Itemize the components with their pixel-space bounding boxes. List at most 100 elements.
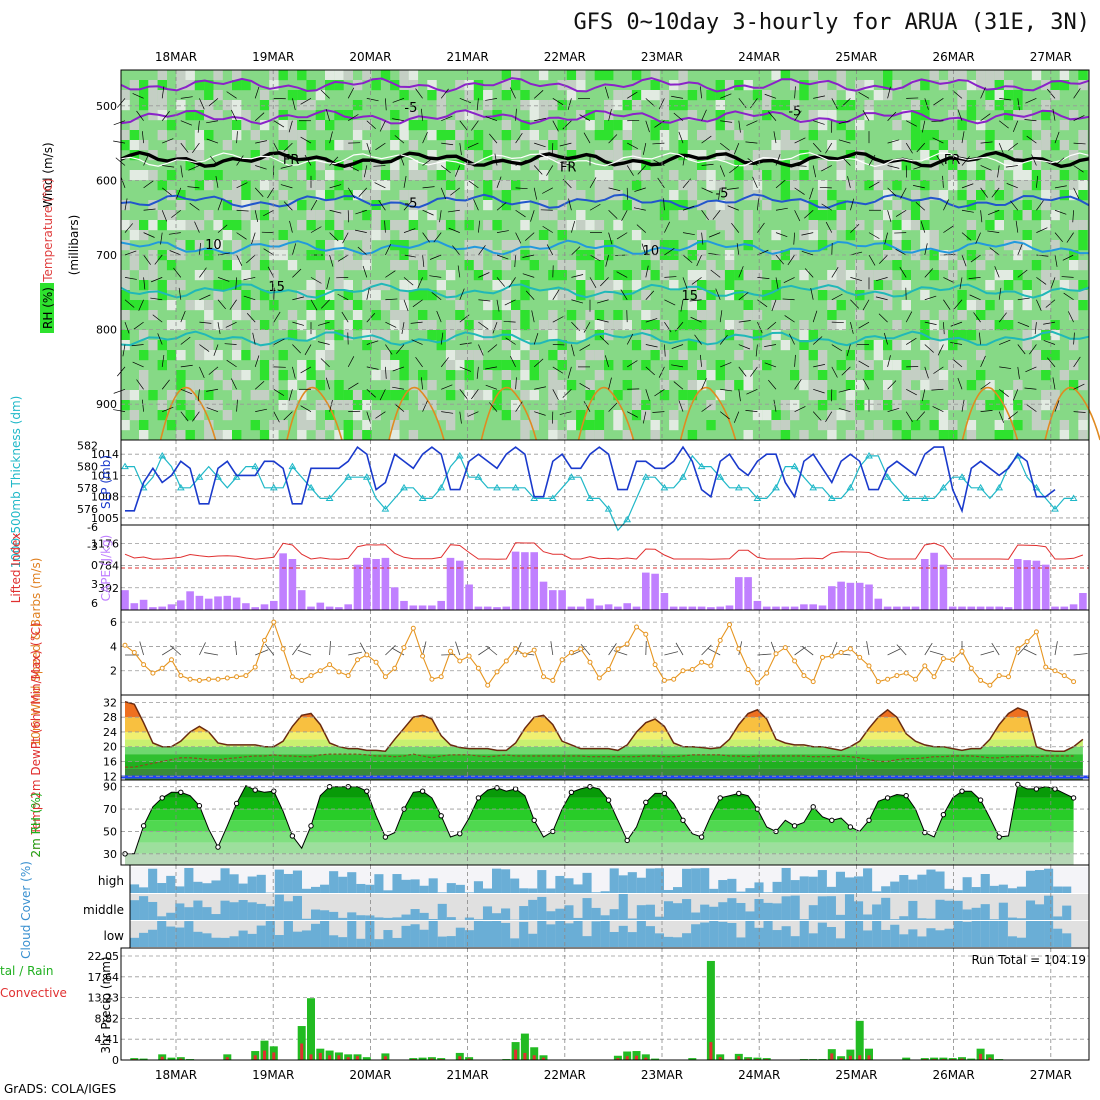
rh-cell: [325, 340, 335, 351]
wind-barb: [868, 232, 880, 239]
wind-barb: [467, 142, 479, 149]
wind-barb: [1072, 210, 1074, 223]
wind-barb: [206, 388, 219, 392]
rh-cell: [836, 170, 846, 181]
rh-cell: [631, 390, 642, 401]
rh-cell: [278, 370, 288, 381]
rh-cell: [222, 190, 233, 201]
cape-bar: [363, 557, 371, 610]
rh-cell: [845, 180, 856, 191]
wind-barb: [489, 133, 498, 144]
rh-cell: [827, 310, 837, 321]
rh-cell: [771, 260, 781, 271]
rh-cell: [576, 190, 586, 201]
cloud-cover-bar: [1035, 904, 1045, 920]
wind-speed-point: [717, 637, 723, 643]
cloud-cover-bar: [1025, 921, 1036, 947]
rh-cell: [752, 270, 763, 281]
rh-cell: [176, 400, 186, 411]
rh-point: [531, 817, 537, 823]
cape-bar: [149, 607, 157, 610]
cloud-cover-bar: [202, 907, 212, 920]
rh-cell: [427, 290, 437, 301]
wind-barb-10m: [292, 643, 301, 656]
rh-cell: [222, 230, 233, 241]
rh-cell: [269, 100, 279, 111]
rh-cell: [985, 90, 995, 101]
wind-speed-point: [457, 658, 463, 664]
cloud-cover-bar: [446, 917, 456, 920]
wind-barb: [441, 115, 453, 122]
rh-cell: [371, 290, 381, 301]
rh-cell: [529, 420, 539, 431]
rh-cell: [855, 380, 865, 391]
rh-cell: [194, 150, 205, 161]
wind-barb: [122, 344, 126, 357]
rh-cell: [1078, 410, 1088, 421]
wind-barb: [150, 277, 163, 283]
cloud-cover-bar: [609, 931, 619, 947]
rh-cell: [176, 320, 186, 331]
cloud-cover-bar: [971, 907, 981, 920]
rh-point: [1015, 781, 1021, 788]
rh-cell: [594, 350, 605, 361]
date-label-top: 18MAR: [155, 50, 197, 64]
rh-point: [866, 817, 872, 823]
rh-cell: [659, 320, 670, 331]
rh-cell: [585, 390, 595, 401]
rh-cell: [445, 140, 456, 151]
wind-barb: [912, 185, 925, 189]
wind-barb: [755, 344, 758, 357]
wind-speed-point: [206, 676, 212, 682]
wind-barb: [583, 321, 591, 333]
wind-barb: [392, 386, 405, 390]
cape-bar: [1060, 606, 1069, 610]
wind-speed-point: [913, 676, 918, 682]
date-label-bottom: 18MAR: [155, 1068, 197, 1082]
rh-cell: [259, 320, 270, 331]
wind-speed-point: [736, 646, 742, 652]
wind-barb: [773, 399, 777, 412]
wind-barb: [136, 110, 144, 121]
rh-cell: [845, 370, 856, 381]
wind-barb-10m: [1054, 641, 1058, 656]
cape-bar: [121, 590, 129, 610]
cloud-cover-bar: [374, 874, 384, 893]
rh-cell: [483, 90, 493, 101]
thickness-point: [716, 473, 725, 480]
wind-barb: [562, 389, 572, 398]
rh-cell: [892, 200, 902, 211]
wind-barb: [292, 98, 296, 111]
rh-cell: [576, 70, 586, 81]
cape-bar: [790, 606, 799, 610]
cloud-cover-bar: [482, 921, 493, 947]
wind-barb: [267, 187, 275, 199]
rh-cell: [241, 270, 251, 281]
cloud-cover-bar: [157, 883, 167, 893]
rh-cell: [706, 310, 716, 321]
wind-barb: [579, 382, 591, 390]
rh-cell: [278, 190, 288, 201]
rh-cell: [129, 130, 140, 141]
rh-cell: [659, 210, 670, 221]
wind-barb: [989, 247, 1000, 256]
rh-cell: [129, 300, 140, 311]
rh-cell: [315, 400, 326, 411]
rh-cell: [613, 390, 623, 401]
wind-speed-point: [410, 625, 416, 631]
wind-barb: [961, 131, 965, 144]
temp-band: [125, 754, 1083, 762]
wind-barb: [385, 366, 387, 379]
cape-bar: [1004, 607, 1013, 610]
cloud-cover-bar: [283, 901, 293, 920]
rh-cell: [520, 340, 530, 351]
cloud-cover-bar: [781, 867, 791, 893]
cape-bar: [521, 552, 529, 610]
thickness-point: [232, 473, 241, 480]
wind-barb: [691, 277, 702, 285]
rh-cell: [343, 390, 353, 401]
rh-cell: [957, 140, 967, 151]
rh-cell: [464, 190, 474, 201]
rh-cell: [864, 430, 874, 441]
wind-barb: [699, 354, 702, 367]
